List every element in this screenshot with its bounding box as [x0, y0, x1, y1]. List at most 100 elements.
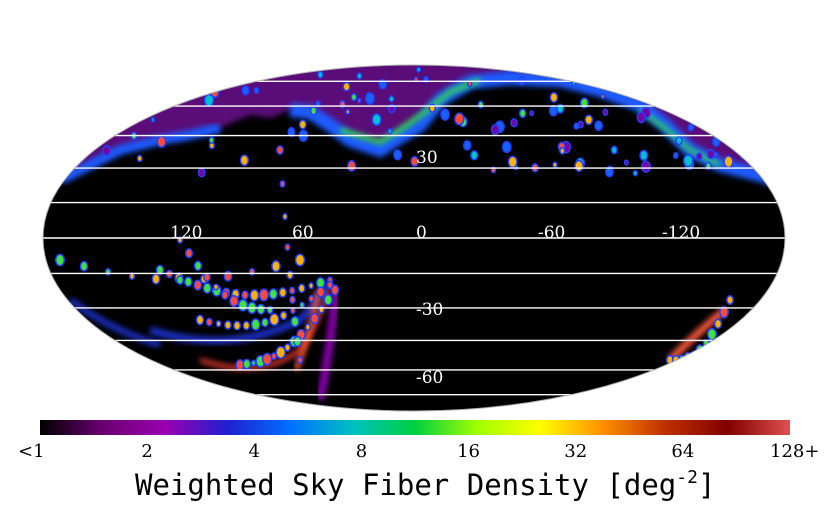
density-blob	[195, 314, 205, 326]
density-blob	[155, 264, 165, 276]
colorbar-tick-label: 16	[457, 441, 480, 462]
density-blob	[600, 93, 606, 100]
density-blob	[96, 88, 103, 95]
density-blob	[242, 358, 252, 370]
density-blob	[317, 305, 325, 314]
density-blob	[184, 248, 194, 259]
density-blob	[296, 356, 304, 364]
density-blob	[224, 320, 232, 330]
density-blob	[734, 121, 743, 132]
density-blob	[288, 286, 296, 295]
density-blob	[345, 108, 351, 115]
density-blob	[102, 145, 111, 157]
density-blob	[684, 87, 691, 97]
density-blob	[203, 272, 211, 282]
density-blob	[184, 276, 193, 288]
density-blob	[253, 86, 260, 95]
density-blob	[713, 318, 723, 329]
density-blob	[672, 151, 679, 160]
colorbar-tick-label: 4	[249, 441, 260, 462]
density-blob	[286, 270, 294, 280]
density-blob	[559, 147, 566, 155]
density-blob	[290, 307, 296, 315]
density-blob	[687, 123, 695, 132]
density-blob	[639, 149, 649, 162]
colorbar-tick-label: <1	[18, 441, 45, 462]
density-blob	[279, 180, 286, 188]
density-blob	[350, 93, 358, 102]
density-blob	[634, 86, 644, 99]
density-blob	[269, 312, 280, 327]
density-blob	[156, 135, 167, 148]
density-blob	[330, 284, 340, 296]
density-blob	[123, 74, 129, 81]
longitude-label: -60	[538, 223, 565, 243]
density-blob	[628, 71, 639, 84]
density-blob	[388, 95, 395, 103]
latitude-label: 30	[416, 148, 438, 168]
latitude-labels: 30 -30 -60	[416, 148, 443, 388]
density-blob	[136, 154, 143, 163]
density-blob	[121, 107, 128, 114]
density-blob	[371, 113, 382, 127]
density-blob	[208, 136, 215, 144]
density-blob	[270, 352, 278, 361]
density-blob	[241, 290, 249, 300]
density-blob	[518, 108, 527, 119]
density-blob	[416, 66, 422, 73]
density-blob	[490, 123, 500, 136]
density-blob	[623, 159, 629, 166]
density-blob	[674, 65, 684, 77]
density-blob	[636, 111, 646, 124]
density-blob	[552, 161, 558, 169]
density-blob	[186, 70, 193, 79]
density-blob	[462, 140, 472, 151]
density-blob	[79, 260, 89, 272]
density-blob	[174, 67, 183, 77]
density-blob	[719, 305, 729, 319]
density-blob	[378, 79, 387, 90]
density-blob	[346, 160, 357, 172]
density-blob	[317, 70, 324, 79]
density-blob	[675, 135, 683, 146]
density-blob	[151, 273, 161, 285]
latitude-label: -60	[416, 368, 443, 388]
density-blob	[608, 80, 619, 93]
density-blob	[510, 118, 518, 128]
density-blob	[410, 156, 419, 167]
density-blob	[364, 92, 375, 105]
density-blob	[105, 67, 112, 74]
density-blob	[735, 69, 741, 76]
density-blob	[629, 81, 635, 88]
density-blob	[193, 279, 203, 291]
density-blob	[638, 88, 646, 97]
density-blob	[573, 122, 580, 130]
density-blob	[237, 298, 249, 312]
density-blob	[574, 159, 584, 172]
density-blob	[554, 66, 563, 78]
density-blob	[297, 283, 306, 294]
density-blob	[387, 127, 393, 135]
density-blob	[250, 359, 257, 367]
density-blob	[726, 295, 734, 305]
density-blob	[682, 154, 694, 168]
south-west-cap	[68, 297, 161, 348]
density-blob	[677, 90, 686, 102]
density-blob	[299, 301, 305, 309]
density-blob	[641, 160, 651, 173]
density-blob	[632, 169, 639, 177]
density-blob	[699, 110, 710, 123]
longitude-label: 0	[416, 223, 427, 243]
density-blob	[730, 139, 736, 147]
density-blob	[289, 295, 296, 304]
density-blob	[241, 85, 250, 96]
colorbar-title-close: ]	[698, 468, 715, 502]
density-blob	[282, 213, 288, 221]
density-blob	[271, 260, 281, 273]
density-blob	[761, 107, 771, 118]
density-blob	[304, 323, 311, 331]
density-blob	[681, 74, 688, 83]
longitude-label: -120	[662, 223, 700, 243]
density-blob	[309, 312, 320, 325]
density-blob	[602, 108, 609, 116]
